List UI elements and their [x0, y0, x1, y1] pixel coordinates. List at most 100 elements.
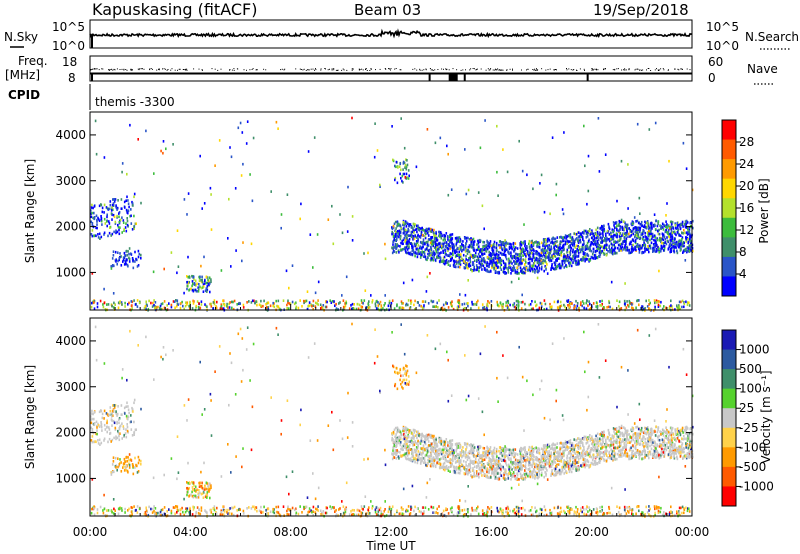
power-cell	[420, 305, 423, 308]
power-cell	[117, 251, 119, 254]
power-cell	[540, 259, 542, 262]
power-cell	[530, 244, 533, 247]
power-cell	[519, 250, 522, 253]
power-cell	[273, 302, 275, 305]
power-cell	[447, 254, 450, 257]
power-cell	[240, 174, 243, 177]
vel-cell	[265, 509, 267, 512]
power-cell	[345, 275, 348, 279]
power-cell	[538, 245, 541, 249]
power-cell	[446, 254, 448, 257]
nave-dot	[171, 68, 173, 70]
power-cell	[432, 305, 434, 308]
power-cell	[219, 307, 222, 310]
power-cell	[560, 254, 563, 257]
power-cell	[404, 166, 406, 169]
power-cell	[282, 299, 285, 302]
nave-dot	[501, 69, 503, 71]
vel-cell	[299, 505, 301, 508]
power-cell	[519, 242, 522, 246]
power-cell	[666, 231, 668, 234]
nave-dot	[233, 68, 235, 70]
vel-cell	[90, 426, 93, 430]
power-cell	[495, 246, 498, 250]
power-cell	[572, 250, 574, 254]
power-cell	[456, 239, 458, 242]
power-cell	[427, 234, 430, 237]
power-cell	[433, 253, 436, 256]
power-cell	[435, 230, 437, 234]
power-cell	[194, 279, 197, 283]
power-cell	[552, 256, 554, 260]
power-cell	[100, 235, 103, 239]
vel-cell	[582, 508, 585, 511]
power-panel-frame	[89, 111, 693, 311]
power-cell	[287, 299, 289, 303]
power-cell	[555, 182, 558, 186]
vel-cell	[530, 513, 533, 517]
nave-dot	[660, 68, 662, 70]
nave-dot	[495, 69, 497, 71]
vel-cell	[90, 421, 93, 425]
power-cell	[280, 213, 283, 216]
power-cell	[91, 222, 94, 225]
power-cell	[654, 224, 656, 227]
nave-dot	[639, 69, 641, 71]
nave-dot	[534, 68, 536, 70]
power-cell	[397, 249, 400, 252]
power-cell	[451, 300, 453, 303]
vel-cell	[262, 510, 264, 514]
nave-dot	[315, 69, 317, 71]
power-cell	[653, 225, 655, 228]
vel-cell	[648, 513, 650, 516]
power-cell	[494, 271, 497, 274]
power-cell	[445, 261, 447, 265]
power-cell	[556, 258, 558, 262]
power-cell	[351, 116, 353, 120]
power-cell	[586, 235, 589, 238]
power-cell	[409, 234, 411, 237]
power-cell	[437, 251, 439, 254]
power-cell	[312, 266, 314, 269]
power-cell	[577, 252, 580, 255]
power-cell	[423, 229, 425, 232]
power-cell	[590, 249, 593, 253]
power-colorbar-block	[722, 256, 736, 277]
power-cell	[441, 234, 443, 237]
power-cell	[536, 245, 538, 248]
power-cell	[500, 252, 503, 255]
vel-cell	[401, 512, 404, 516]
power-cell	[445, 245, 447, 248]
power-cell	[154, 301, 157, 304]
power-cell	[417, 248, 420, 252]
nave-dot	[623, 69, 625, 71]
power-cell	[482, 264, 485, 268]
power-cell	[414, 308, 416, 311]
power-cell	[676, 249, 678, 253]
power-cell	[200, 264, 202, 268]
nave-dot	[416, 69, 418, 71]
power-cell	[477, 242, 480, 245]
power-cell	[442, 303, 445, 307]
vel-cell	[353, 509, 355, 512]
vel-cell	[635, 512, 637, 516]
power-cell	[599, 250, 602, 253]
power-cell	[583, 239, 585, 243]
vel-cell	[112, 419, 115, 423]
power-cell	[589, 228, 591, 231]
power-cell	[520, 307, 523, 310]
power-cell	[426, 275, 429, 279]
power-cell	[546, 272, 549, 275]
nave-dot	[331, 69, 333, 71]
power-cell	[405, 246, 408, 249]
vel-cell	[567, 510, 569, 513]
power-cell	[667, 247, 670, 250]
power-cell	[487, 255, 489, 259]
vel-cell	[458, 507, 460, 510]
vel-cell	[436, 507, 438, 511]
vel-cell	[108, 426, 110, 429]
vel-cell	[688, 510, 691, 513]
power-cell	[242, 303, 245, 307]
power-cell	[596, 247, 599, 250]
power-cell	[670, 227, 673, 230]
